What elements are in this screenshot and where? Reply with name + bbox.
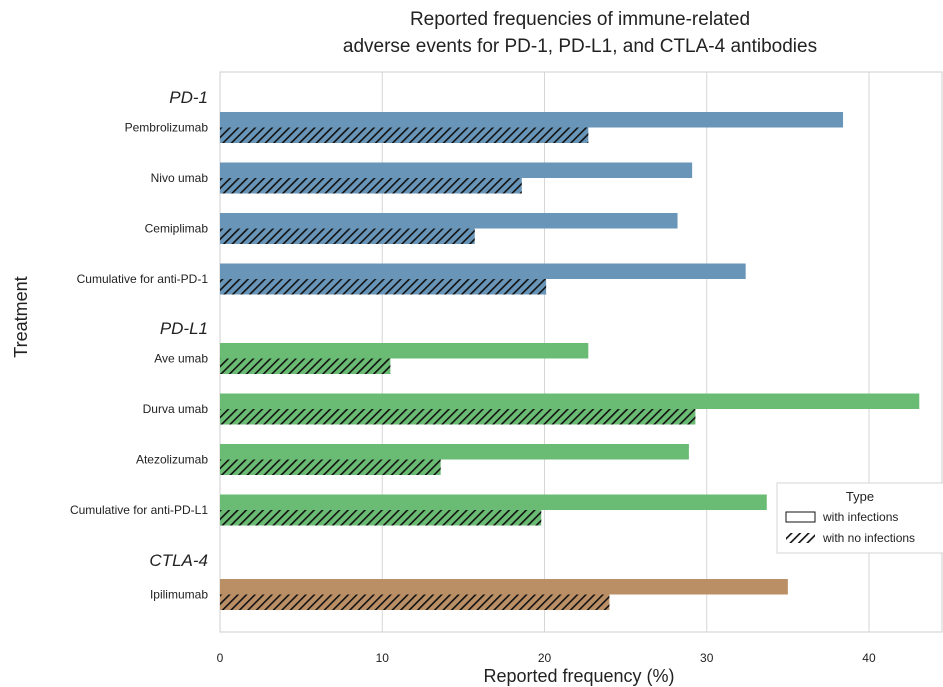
category-label: Durva umab	[143, 402, 209, 416]
bar-with-no-infections-hatch	[220, 127, 589, 143]
category-label: Ipilimumab	[150, 588, 208, 602]
bar-with-infections	[220, 162, 693, 178]
bar-with-no-infections-hatch	[220, 279, 547, 295]
chart-title-line-2: adverse events for PD-1, PD-L1, and CTLA…	[343, 36, 817, 57]
category-label: Cumulative for anti-PD-L1	[70, 503, 208, 517]
bar-with-infections	[220, 579, 788, 595]
legend-title: Type	[846, 489, 874, 504]
bar-with-no-infections-hatch	[220, 409, 696, 425]
group-header: CTLA-4	[149, 551, 208, 570]
bar-with-infections	[220, 444, 689, 460]
legend-label-with-no-infections: with no infections	[822, 531, 915, 545]
bars	[220, 112, 920, 610]
x-axis-label: Reported frequency (%)	[483, 666, 674, 686]
y-axis-label: Treatment	[11, 276, 31, 357]
category-label: Nivo umab	[151, 171, 209, 185]
bar-with-infections	[220, 494, 767, 510]
category-label: Cemiplimab	[145, 222, 209, 236]
category-label: Ave umab	[154, 352, 208, 366]
bar-with-no-infections-hatch	[220, 228, 475, 244]
category-label: Cumulative for anti-PD-1	[77, 272, 209, 286]
x-tick-label: 30	[700, 651, 714, 665]
bar-with-infections	[220, 343, 589, 359]
legend-swatch-with-infections	[785, 511, 816, 523]
bar-with-infections	[220, 263, 746, 279]
x-tick-label: 10	[376, 651, 390, 665]
x-ticks: 0 10 20 30 40	[217, 651, 876, 665]
x-tick-label: 40	[862, 651, 876, 665]
legend-label-with-infections: with infections	[822, 510, 898, 524]
category-label: Atezolizumab	[136, 453, 208, 467]
x-tick-label: 0	[217, 651, 224, 665]
category-label: Pembrolizumab	[125, 121, 209, 135]
bar-with-infections	[220, 112, 844, 128]
category-labels: PD-1 Pembrolizumab Nivo umab Cemiplimab Cumu…	[70, 88, 208, 602]
bar-with-infections	[220, 393, 920, 409]
chart-title-line-1: Reported frequencies of immune-related	[410, 9, 750, 30]
group-header: PD-1	[169, 88, 208, 107]
bar-with-no-infections-hatch	[220, 358, 391, 374]
group-header: PD-L1	[160, 319, 208, 338]
bar-with-no-infections-hatch	[220, 510, 542, 526]
legend-swatch-with-no-infections	[786, 533, 815, 543]
bar-with-no-infections-hatch	[220, 594, 610, 610]
bar-with-no-infections-hatch	[220, 178, 522, 194]
x-tick-label: 20	[538, 651, 552, 665]
bar-with-infections	[220, 213, 678, 229]
legend: Type with infections with no infections	[776, 482, 943, 554]
bar-with-no-infections-hatch	[220, 459, 441, 475]
